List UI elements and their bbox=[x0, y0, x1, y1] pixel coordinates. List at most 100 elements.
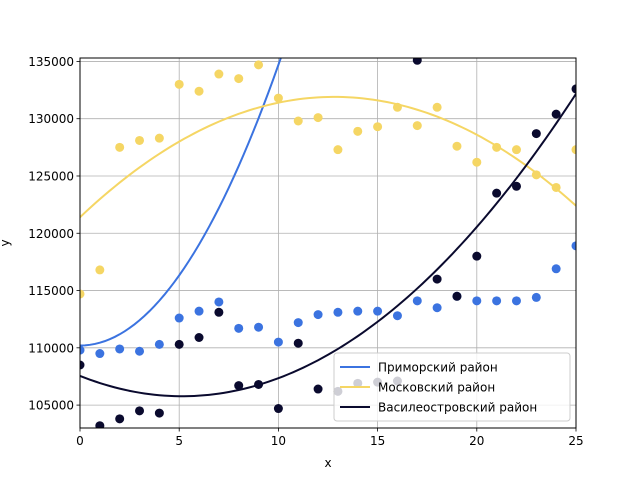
data-point-2 bbox=[571, 145, 576, 155]
data-point-2 bbox=[373, 122, 383, 132]
data-point-3 bbox=[234, 381, 244, 391]
data-point-2 bbox=[392, 102, 402, 112]
x-tick-label: 15 bbox=[370, 434, 385, 448]
y-axis-ticks: 105000 110000 115000 120000 125000 130000 1350… bbox=[28, 55, 80, 413]
data-point-2 bbox=[254, 60, 264, 70]
data-point-1 bbox=[432, 303, 442, 313]
data-point-1 bbox=[135, 346, 145, 356]
data-point-2 bbox=[135, 135, 145, 145]
y-tick-label: 130000 bbox=[28, 112, 74, 126]
data-point-3 bbox=[313, 384, 323, 394]
data-point-3 bbox=[214, 307, 224, 317]
data-point-3 bbox=[154, 408, 164, 418]
data-point-1 bbox=[95, 349, 105, 359]
data-point-1 bbox=[154, 339, 164, 349]
data-point-1 bbox=[392, 311, 402, 321]
data-point-2 bbox=[511, 145, 521, 155]
data-point-1 bbox=[313, 310, 323, 320]
y-tick-label: 115000 bbox=[28, 284, 74, 298]
y-tick-label: 110000 bbox=[28, 341, 74, 355]
data-point-2 bbox=[353, 126, 363, 136]
data-point-1 bbox=[492, 296, 502, 306]
data-point-1 bbox=[234, 323, 244, 333]
data-point-2 bbox=[432, 102, 442, 112]
data-point-1 bbox=[194, 306, 204, 316]
data-point-3 bbox=[273, 404, 283, 414]
y-tick-label: 125000 bbox=[28, 169, 74, 183]
data-point-3 bbox=[551, 109, 561, 119]
data-point-2 bbox=[531, 170, 541, 180]
data-point-2 bbox=[115, 142, 125, 152]
data-points bbox=[80, 58, 576, 428]
data-point-2 bbox=[214, 69, 224, 79]
data-point-1 bbox=[571, 241, 576, 251]
y-tick-label: 105000 bbox=[28, 399, 74, 413]
plot-frame bbox=[79, 57, 577, 429]
x-tick-label: 20 bbox=[469, 434, 484, 448]
data-point-1 bbox=[115, 344, 125, 354]
data-point-2 bbox=[95, 265, 105, 275]
legend-label: Василеостровский район bbox=[378, 401, 537, 415]
data-point-1 bbox=[174, 313, 184, 323]
data-point-3 bbox=[412, 58, 422, 65]
legend-box bbox=[333, 352, 571, 422]
data-point-3 bbox=[80, 360, 85, 370]
data-point-3 bbox=[432, 274, 442, 284]
data-point-3 bbox=[452, 291, 462, 301]
y-axis-label: y bbox=[0, 239, 12, 246]
data-point-2 bbox=[333, 145, 343, 155]
data-point-3 bbox=[492, 188, 502, 198]
data-point-2 bbox=[412, 121, 422, 131]
data-point-2 bbox=[273, 93, 283, 103]
data-point-2 bbox=[492, 142, 502, 152]
data-point-2 bbox=[80, 289, 85, 299]
data-point-1 bbox=[214, 297, 224, 307]
data-point-2 bbox=[551, 182, 561, 192]
grid bbox=[79, 58, 577, 428]
data-point-1 bbox=[353, 306, 363, 316]
data-point-3 bbox=[254, 379, 264, 389]
data-point-2 bbox=[234, 74, 244, 84]
data-point-1 bbox=[373, 306, 383, 316]
data-point-3 bbox=[95, 421, 105, 428]
data-point-3 bbox=[472, 251, 482, 261]
y-tick-label: 120000 bbox=[28, 227, 74, 241]
x-tick-label: 0 bbox=[76, 434, 84, 448]
legend-label: Московский район bbox=[378, 381, 495, 395]
data-point-2 bbox=[472, 157, 482, 167]
data-point-1 bbox=[254, 322, 264, 332]
y-tick-label: 135000 bbox=[28, 55, 74, 69]
x-axis-label: x bbox=[324, 456, 331, 470]
data-point-3 bbox=[135, 406, 145, 416]
data-point-3 bbox=[511, 181, 521, 191]
x-tick-label: 5 bbox=[175, 434, 183, 448]
data-point-1 bbox=[293, 318, 303, 328]
data-point-3 bbox=[293, 338, 303, 348]
x-tick-label: 10 bbox=[271, 434, 286, 448]
data-point-2 bbox=[174, 79, 184, 89]
x-tick-label: 25 bbox=[568, 434, 583, 448]
fit-line-3 bbox=[80, 93, 576, 398]
data-point-2 bbox=[313, 113, 323, 123]
fit-line-1 bbox=[80, 58, 282, 347]
legend-label: Приморский район bbox=[378, 361, 498, 375]
fit-line-2 bbox=[80, 95, 576, 218]
data-point-3 bbox=[531, 129, 541, 139]
data-point-1 bbox=[531, 292, 541, 302]
fit-lines bbox=[80, 58, 576, 398]
data-point-2 bbox=[194, 86, 204, 96]
data-point-2 bbox=[452, 141, 462, 151]
data-point-3 bbox=[174, 339, 184, 349]
data-point-3 bbox=[194, 333, 204, 343]
data-point-1 bbox=[511, 296, 521, 306]
data-point-2 bbox=[154, 133, 164, 143]
data-point-2 bbox=[293, 116, 303, 126]
data-point-1 bbox=[273, 337, 283, 347]
data-point-1 bbox=[551, 264, 561, 274]
data-point-3 bbox=[115, 414, 125, 424]
legend: Приморский район Московский район Василеос… bbox=[333, 352, 571, 422]
data-point-1 bbox=[80, 345, 85, 355]
data-point-1 bbox=[333, 307, 343, 317]
data-point-1 bbox=[472, 296, 482, 306]
